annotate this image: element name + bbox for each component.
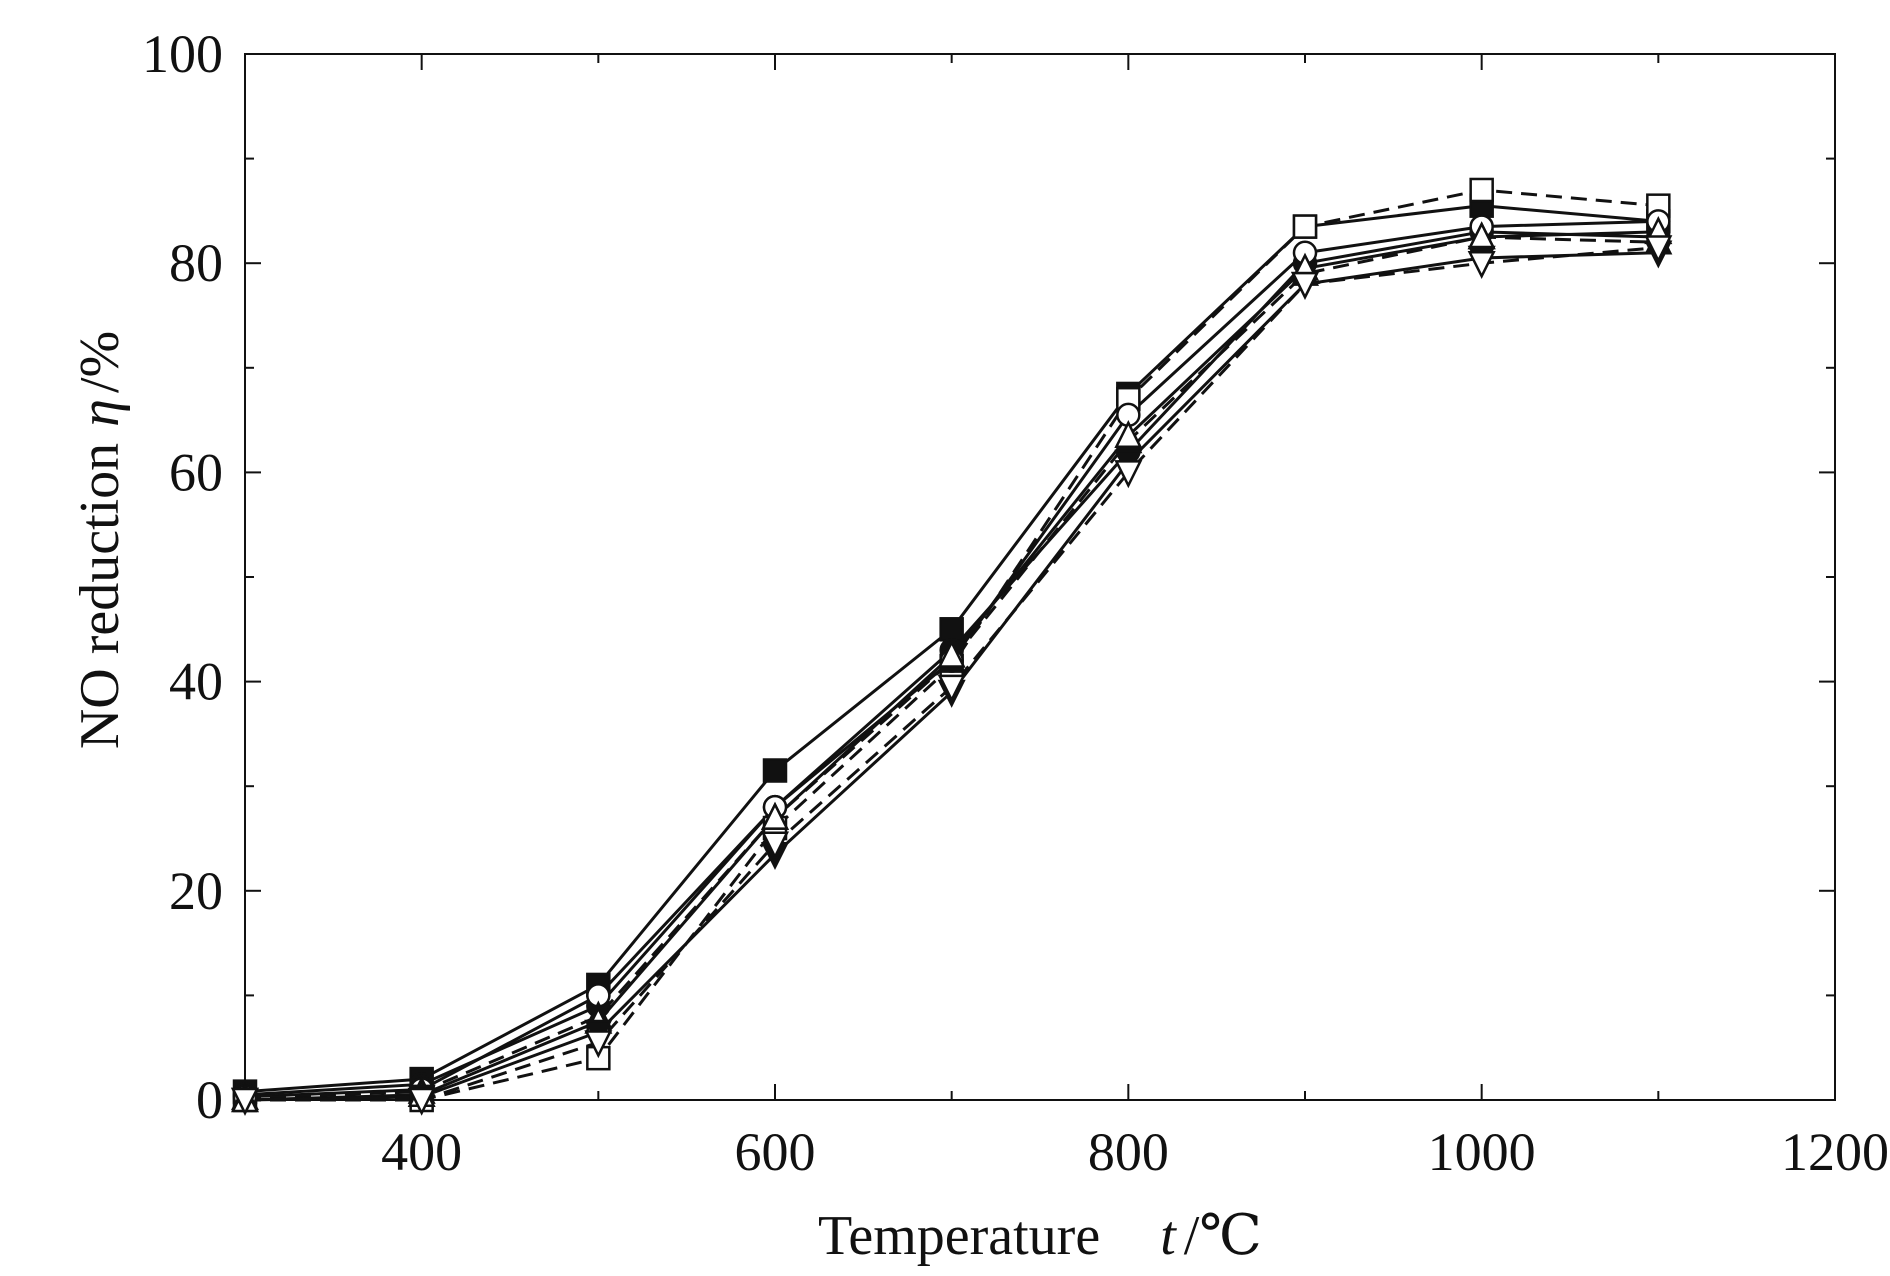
y-axis-unit: /% — [69, 331, 131, 393]
data-point-triangle-down-s8 — [584, 1030, 613, 1059]
x-axis-label: Temperature — [818, 1205, 1100, 1267]
data-point-square-s1 — [939, 617, 964, 642]
x-axis-unit: /℃ — [1184, 1205, 1262, 1267]
data-point-triangle-down-s8 — [1290, 271, 1320, 300]
y-axis-variable: η — [69, 399, 131, 427]
data-point-triangle-up-s6 — [1114, 419, 1143, 449]
x-tick-label: 1200 — [1781, 1122, 1889, 1182]
data-point-triangle-up-s6 — [937, 639, 966, 668]
data-point-triangle-down-s8 — [760, 831, 790, 860]
x-tick-label: 400 — [381, 1122, 462, 1182]
y-tick-label: 80 — [169, 233, 223, 293]
data-point-triangle-down-s8 — [407, 1087, 436, 1116]
x-tick-label: 600 — [735, 1122, 816, 1182]
x-tick-label: 1000 — [1428, 1122, 1536, 1182]
data-point-triangle-down-s8 — [937, 674, 966, 703]
x-axis-variable: t — [1160, 1205, 1177, 1267]
data-point-square-s2 — [1292, 214, 1318, 239]
data-point-triangle-down-s8 — [1114, 460, 1143, 489]
x-tick-label: 800 — [1088, 1122, 1169, 1182]
y-tick-label: 40 — [169, 652, 223, 712]
data-point-triangle-down-s8 — [1644, 235, 1673, 264]
y-tick-label: 60 — [169, 442, 223, 502]
series-line-5 — [244, 235, 1659, 1100]
data-point-triangle-up-s6 — [760, 801, 790, 830]
y-tick-label: 0 — [196, 1070, 223, 1130]
y-tick-label: 20 — [169, 861, 223, 921]
y-axis-title: NO reduction η /% — [69, 331, 131, 749]
series-markers — [230, 177, 1673, 1116]
y-tick-label: 100 — [142, 24, 223, 84]
x-axis-title: Temperature t/℃ — [818, 1205, 1262, 1267]
x-axis-ticks: 400 600 800 1000 1200 — [381, 54, 1889, 1182]
y-axis-ticks: 0 20 40 60 80 100 — [142, 24, 1835, 1130]
data-point-triangle-down-s8 — [230, 1087, 260, 1116]
data-point-square-s2 — [1469, 177, 1494, 203]
y-axis-label: NO reduction — [69, 443, 131, 749]
data-point-triangle-down-s8 — [1467, 250, 1496, 279]
data-point-square-s1 — [762, 758, 788, 783]
